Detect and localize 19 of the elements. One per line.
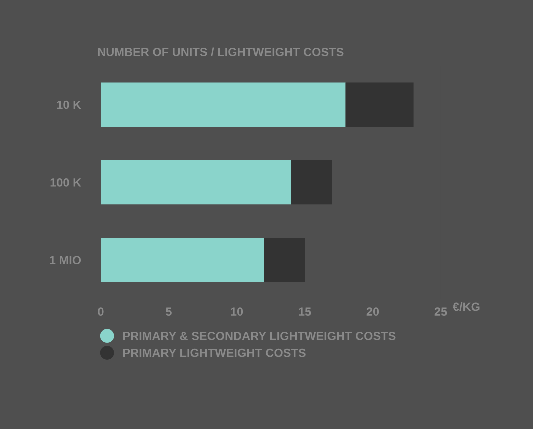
y-tick-label: 1 MIO: [50, 256, 82, 265]
chart-title: NUMBER OF UNITS / LIGHTWEIGHT COSTS: [98, 48, 344, 57]
legend-label: PRIMARY LIGHTWEIGHT COSTS: [123, 348, 306, 358]
bar: [101, 160, 292, 205]
x-tick-label: 25: [434, 308, 448, 316]
x-tick-label: 20: [366, 308, 380, 316]
x-tick-label: 10: [231, 308, 244, 316]
legend-label: PRIMARY & SECONDARY LIGHTWEIGHT COSTS: [123, 332, 396, 340]
bar: [346, 82, 414, 127]
bar: [264, 238, 305, 282]
bar: [291, 160, 332, 205]
bar: [101, 238, 264, 282]
x-tick-label: 0: [98, 308, 104, 316]
x-tick-label: 15: [299, 308, 312, 316]
y-tick-label: 10 K: [57, 100, 82, 110]
y-tick-label: 100 K: [50, 178, 82, 187]
bar: [101, 82, 346, 127]
x-axis-title: €/KG: [452, 302, 480, 312]
x-tick-label: 5: [166, 308, 172, 316]
